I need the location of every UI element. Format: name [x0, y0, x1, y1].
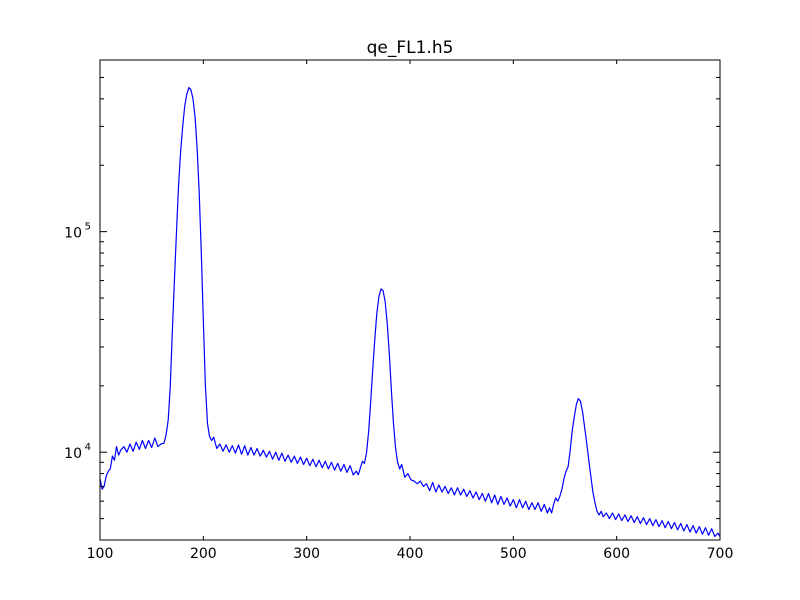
- y-tick-label-exponent: 4: [85, 442, 91, 453]
- y-tick-label-exponent: 5: [85, 222, 91, 233]
- x-tick-label: 600: [603, 546, 630, 562]
- x-tick-label: 500: [500, 546, 527, 562]
- series-line-1: [99, 87, 721, 538]
- y-tick-label: 10: [64, 446, 82, 462]
- x-tick-label: 100: [87, 546, 114, 562]
- chart-title: qe_FL1.h5: [367, 38, 454, 58]
- x-tick-label: 700: [707, 546, 734, 562]
- axes-frame: [99, 59, 721, 541]
- x-tick-label: 400: [397, 546, 424, 562]
- y-tick-label: 10: [64, 226, 82, 242]
- x-tick-label: 300: [293, 546, 320, 562]
- x-tick-label: 200: [190, 546, 217, 562]
- plot-area: [99, 87, 721, 538]
